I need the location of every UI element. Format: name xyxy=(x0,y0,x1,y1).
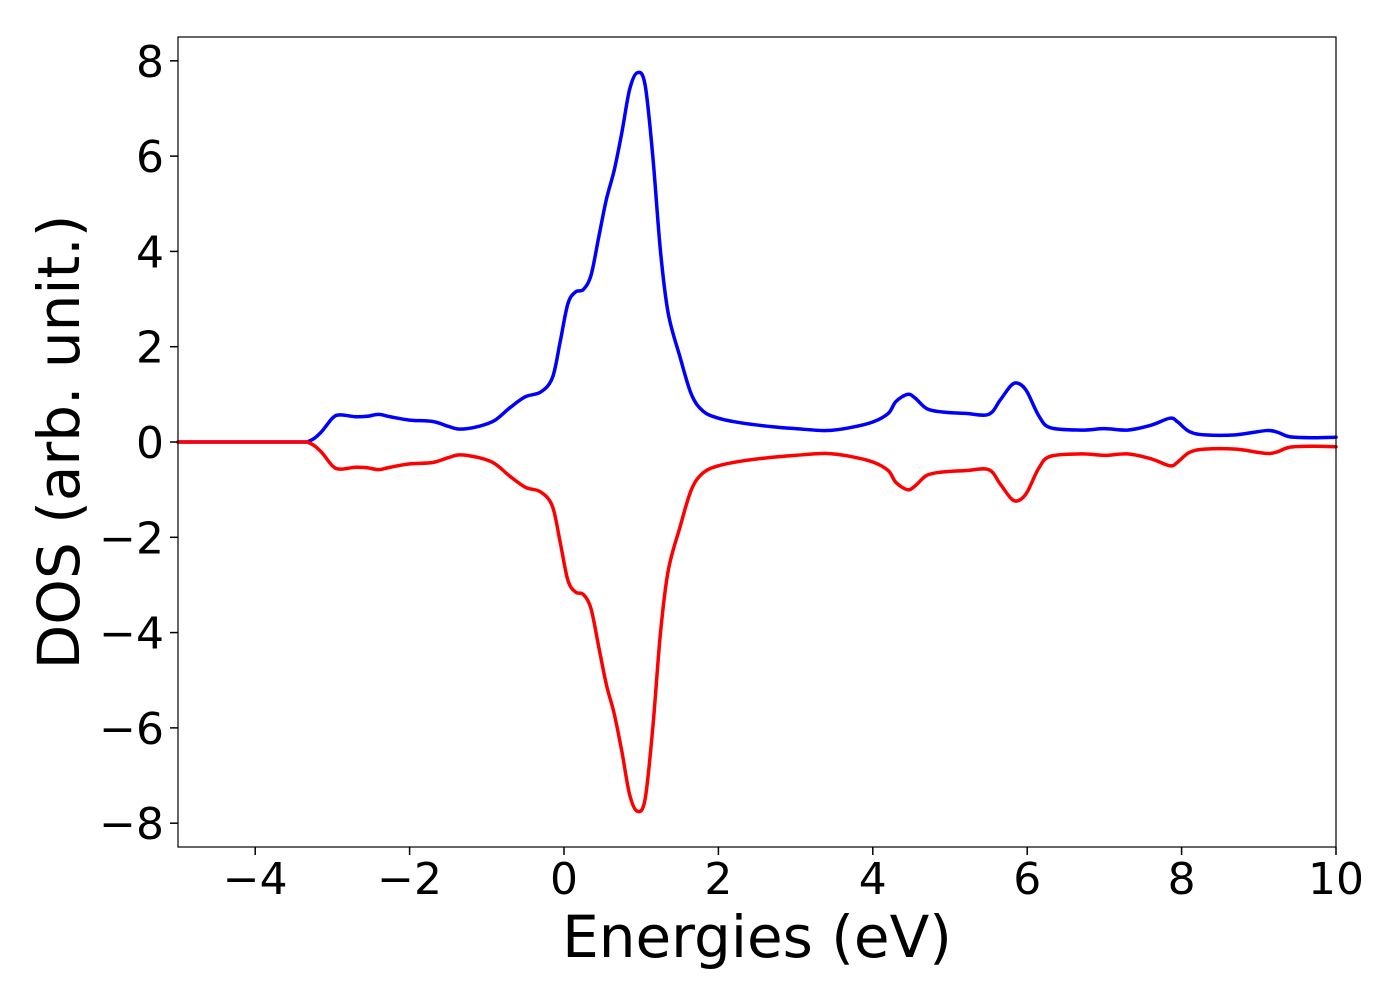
y-tick-label: 8 xyxy=(136,37,164,88)
x-tick-label: 6 xyxy=(1013,854,1041,905)
x-tick-label: 0 xyxy=(550,854,578,905)
y-axis-ticks: −8 −6 −4 −2 0 2 4 6 8 xyxy=(99,37,178,850)
y-tick-label: 4 xyxy=(136,227,164,278)
series-layer xyxy=(176,70,1338,814)
y-tick-label: −4 xyxy=(99,609,164,660)
y-tick-label: −8 xyxy=(99,799,164,850)
x-tick-label: 4 xyxy=(859,854,887,905)
y-tick-label: 2 xyxy=(136,323,164,374)
x-axis-title: Energies (eV) xyxy=(562,903,952,971)
y-tick-label: 6 xyxy=(136,132,164,183)
x-tick-label: 2 xyxy=(704,854,732,905)
y-tick-label: 0 xyxy=(136,418,164,469)
series-line-2 xyxy=(176,440,1338,814)
plot-background xyxy=(178,37,1336,847)
x-tick-label: −4 xyxy=(223,854,288,905)
x-axis-ticks: −4 −2 0 2 4 6 8 10 xyxy=(223,847,1364,905)
series-line-1 xyxy=(176,70,1338,444)
x-tick-label: 10 xyxy=(1308,854,1364,905)
x-tick-label: 8 xyxy=(1168,854,1196,905)
y-tick-label: −6 xyxy=(99,704,164,755)
x-tick-label: −2 xyxy=(377,854,442,905)
y-tick-label: −2 xyxy=(99,513,164,564)
y-axis-title: DOS (arb. unit.) xyxy=(25,215,93,670)
